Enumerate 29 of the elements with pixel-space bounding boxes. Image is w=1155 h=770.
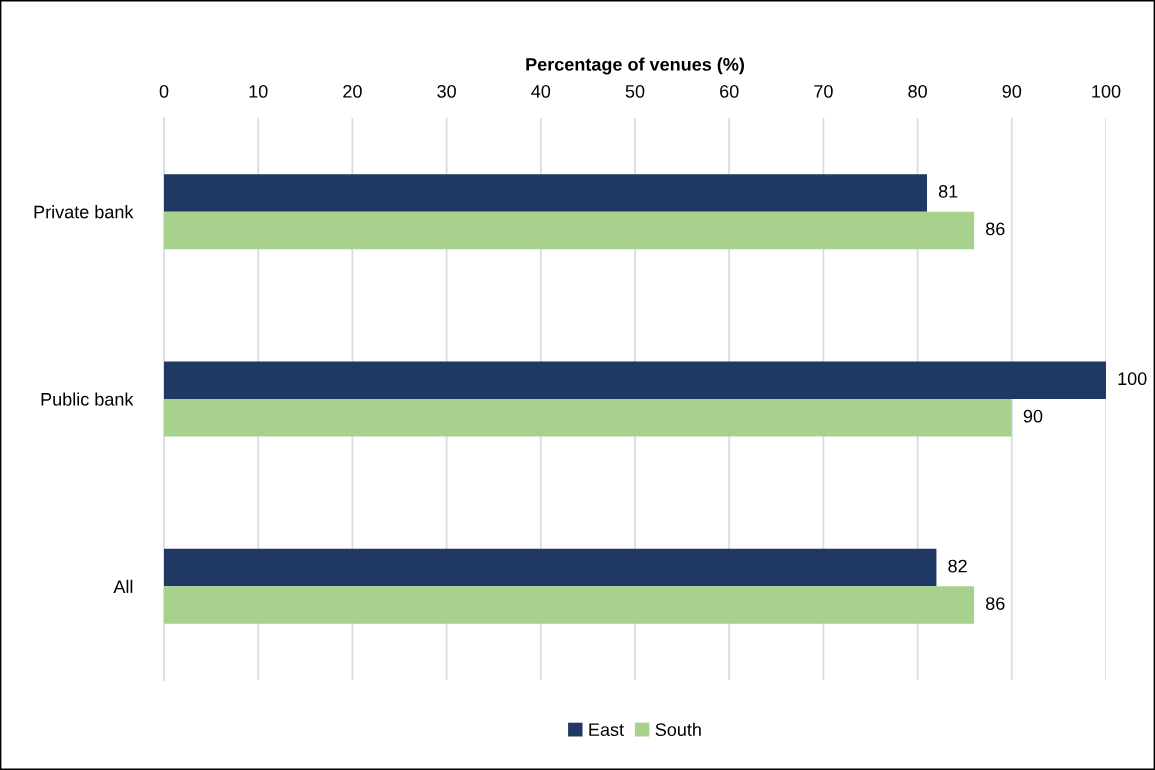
y-tick-label: Public bank (41, 392, 134, 406)
x-tick-label: 30 (437, 84, 456, 98)
x-tick-label: 70 (814, 84, 833, 98)
legend-label: East (589, 723, 624, 737)
x-tick-label: 10 (249, 84, 268, 98)
data-label: 86 (986, 597, 1005, 610)
bar (164, 174, 928, 212)
bar (164, 399, 1012, 437)
bar (164, 586, 975, 624)
y-tick-label: Private bank (34, 205, 134, 219)
x-axis-title: Percentage of venues (%) (526, 57, 744, 75)
y-tick-label: All (113, 579, 133, 593)
data-label: 81 (938, 184, 958, 198)
x-tick-label: 40 (531, 84, 551, 98)
data-label: 100 (1118, 372, 1147, 386)
x-tick-label: 20 (343, 84, 362, 98)
data-label: 82 (948, 559, 967, 573)
bar (164, 211, 975, 250)
data-label: 86 (986, 222, 1005, 236)
data-label: 90 (1023, 409, 1043, 423)
x-tick-label: 50 (625, 84, 645, 98)
x-tick-label: 80 (908, 84, 927, 98)
bar (164, 361, 1106, 399)
x-tick-label: 0 (159, 84, 169, 98)
bar (164, 548, 937, 587)
x-tick-label: 90 (1002, 84, 1022, 98)
legend-label: South (655, 722, 701, 737)
x-tick-label: 100 (1092, 84, 1121, 98)
x-tick-label: 60 (720, 84, 739, 98)
